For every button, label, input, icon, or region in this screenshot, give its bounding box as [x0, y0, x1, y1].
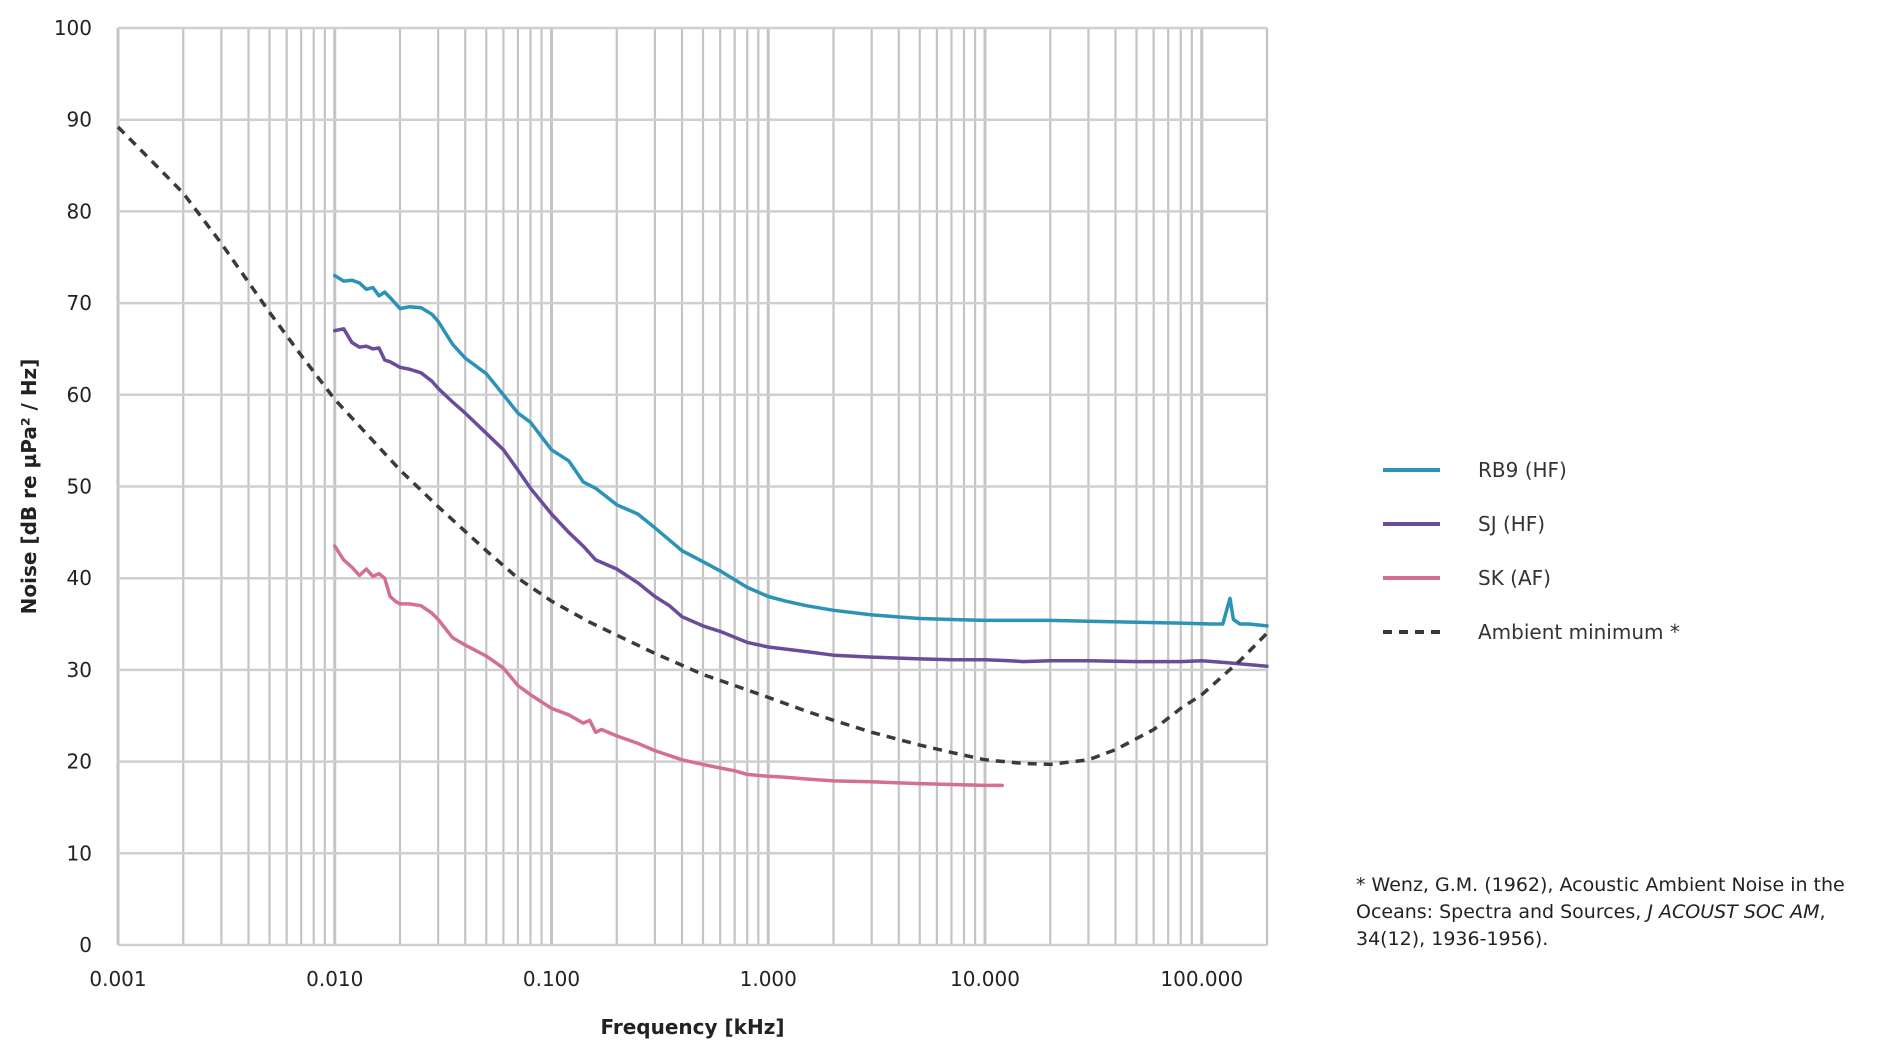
- y-tick-label: 60: [67, 383, 92, 407]
- x-tick-label: 100.000: [1160, 967, 1243, 991]
- series-line-sj-hf: [333, 327, 1269, 668]
- series-line-ambient-minimum: [116, 125, 1269, 767]
- y-tick-label: 70: [67, 291, 92, 315]
- x-tick-label: 1.000: [740, 967, 797, 991]
- footnote-text: * Wenz, G.M. (1962), Acoustic Ambient No…: [1356, 874, 1845, 923]
- series-line-rb9-hf: [333, 273, 1269, 628]
- y-axis-title: Noise [dB re µPa² / Hz]: [17, 359, 41, 615]
- x-tick-label: 0.100: [523, 967, 580, 991]
- series-line-sk-af: [333, 544, 1004, 788]
- y-tick-label: 100: [54, 16, 92, 40]
- legend: RB9 (HF) SJ (HF) SK (AF) Ambient minimum *: [1383, 458, 1680, 644]
- y-tick-label: 90: [67, 108, 92, 132]
- legend-label-sk-af: SK (AF): [1478, 566, 1551, 590]
- x-tick-label: 0.010: [306, 967, 363, 991]
- y-tick-label: 0: [79, 933, 92, 957]
- legend-label-ambient-minimum: Ambient minimum *: [1478, 620, 1680, 644]
- series-lines: [116, 125, 1269, 788]
- legend-label-rb9-hf: RB9 (HF): [1478, 458, 1567, 482]
- y-tick-label: 50: [67, 475, 92, 499]
- legend-label-sj-hf: SJ (HF): [1478, 512, 1545, 536]
- x-axis-title: Frequency [kHz]: [601, 1015, 785, 1039]
- y-tick-label: 80: [67, 199, 92, 223]
- grid: [116, 26, 1269, 947]
- footnote-journal: J ACOUST SOC AM: [1647, 901, 1820, 923]
- axes: 0 10 20 30 40 50 60 70 80 90 100 0.001 0.010 0.100 1.0…: [54, 16, 1243, 991]
- x-tick-label: 0.001: [89, 967, 146, 991]
- footnote-text-end: , 34(12), 1936-1956).: [1356, 901, 1826, 950]
- citation-footnote: * Wenz, G.M. (1962), Acoustic Ambient No…: [1356, 872, 1876, 953]
- y-tick-label: 10: [67, 841, 92, 865]
- x-tick-label: 10.000: [950, 967, 1020, 991]
- y-tick-label: 20: [67, 750, 92, 774]
- y-tick-label: 40: [67, 566, 92, 590]
- y-tick-label: 30: [67, 658, 92, 682]
